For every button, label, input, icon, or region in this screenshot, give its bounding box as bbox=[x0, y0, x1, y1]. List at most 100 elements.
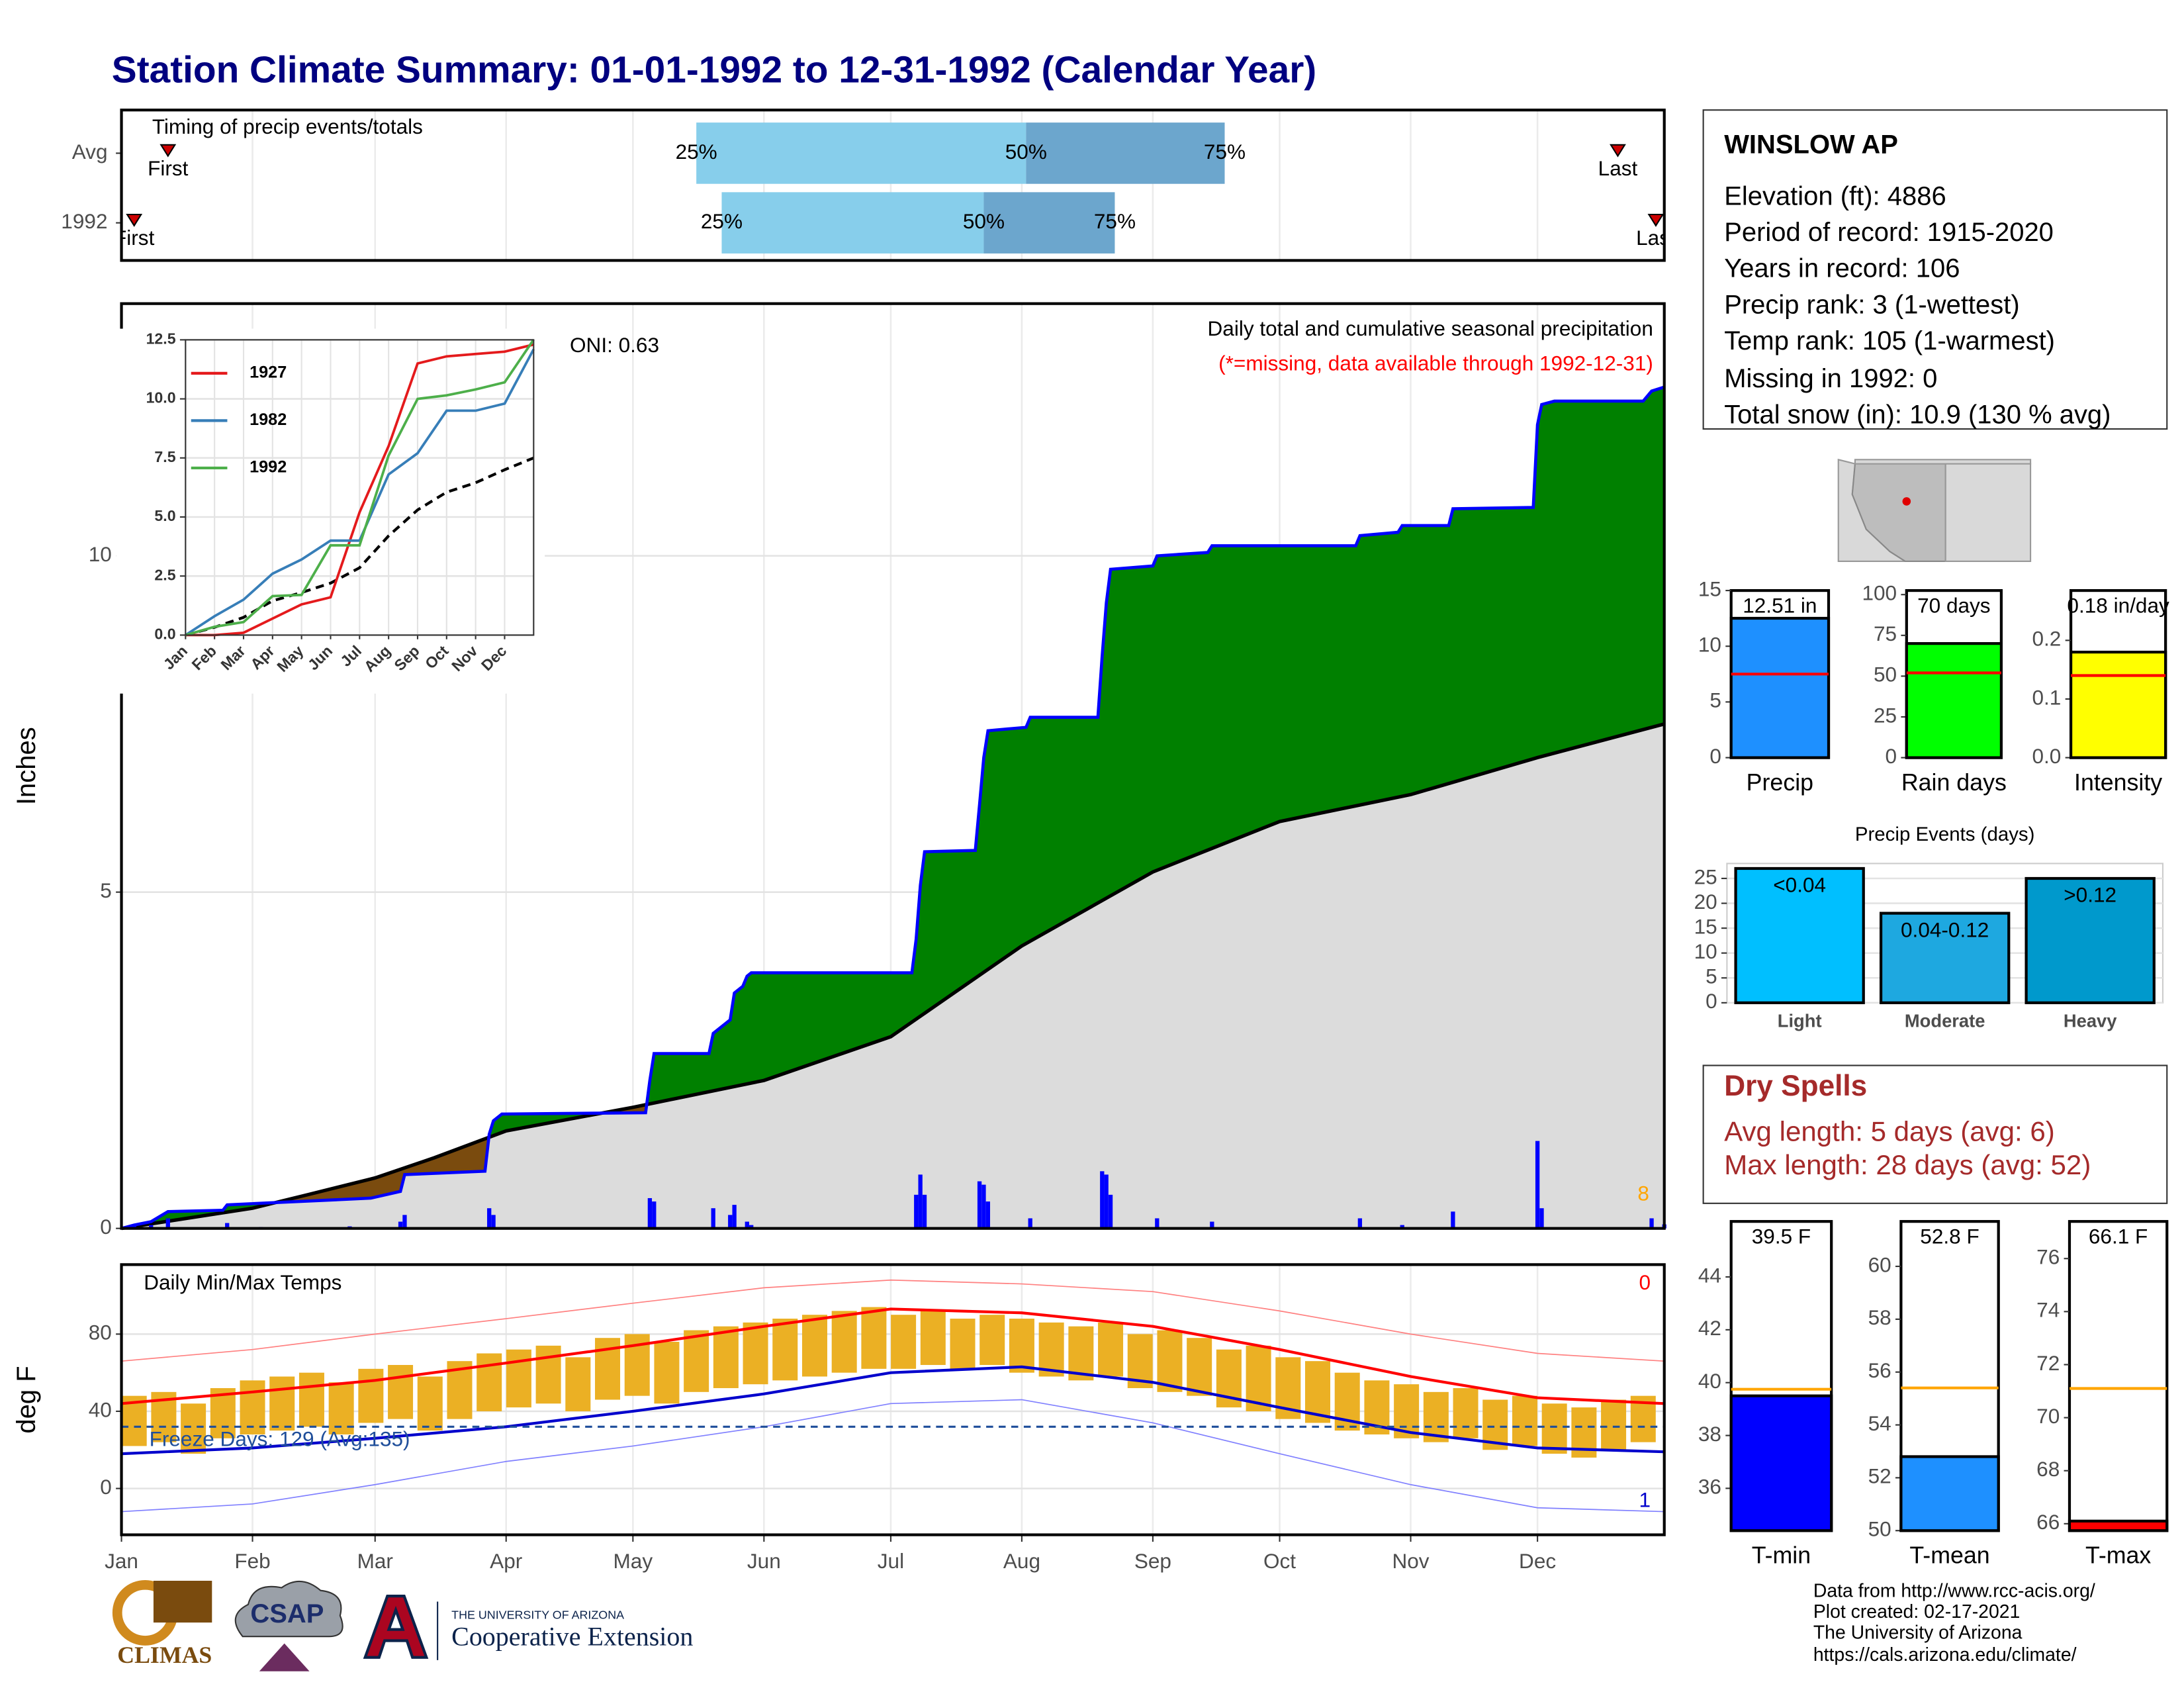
chart-title: Precip Events (days) bbox=[1855, 823, 2035, 845]
temperature-range-bar bbox=[535, 1345, 561, 1404]
y-tick-label: 0 bbox=[100, 1475, 112, 1499]
temperature-range-bar bbox=[1009, 1319, 1034, 1373]
timing-label: 75% bbox=[1204, 140, 1246, 164]
daily-precip-bar bbox=[1210, 1221, 1214, 1229]
temperature-range-bar bbox=[654, 1342, 680, 1404]
temperature-range-bar bbox=[1453, 1387, 1479, 1438]
y-tick-label: 75 bbox=[1874, 622, 1897, 645]
y-tick-label: 0 bbox=[1886, 744, 1897, 768]
value-label: 12.51 in bbox=[1743, 594, 1817, 618]
timing-marker bbox=[1610, 144, 1626, 158]
y-tick-label: Avg bbox=[72, 140, 108, 164]
csap-text: CSAP bbox=[250, 1599, 324, 1628]
station-line: Elevation (ft): 4886 bbox=[1724, 181, 1946, 211]
daily-precip-bar bbox=[914, 1194, 919, 1229]
chart-title: Daily total and cumulative seasonal prec… bbox=[1208, 316, 1653, 340]
station-line: Total snow (in): 10.9 (130 % avg) bbox=[1724, 400, 2111, 430]
y-tick-label: 76 bbox=[2036, 1245, 2060, 1269]
daily-precip-bar bbox=[749, 1225, 754, 1229]
bar bbox=[1729, 1394, 1833, 1532]
ua-logo bbox=[363, 1595, 429, 1659]
y-tick-label: 52 bbox=[1868, 1464, 1891, 1488]
daily-precip-bar bbox=[1104, 1174, 1109, 1229]
extension-text: Cooperative Extension bbox=[451, 1622, 693, 1652]
dry-spells-box: Dry Spells Avg length: 5 days (avg: 6) M… bbox=[1702, 1064, 2168, 1204]
footer-line: Data from http://www.rcc-acis.org/ bbox=[1813, 1580, 2095, 1601]
x-tick-label: Jul bbox=[878, 1549, 904, 1573]
average-fill bbox=[121, 724, 1664, 1229]
timing-marker bbox=[1647, 213, 1664, 227]
y-tick-label: 44 bbox=[1698, 1263, 1721, 1287]
y-axis-label: Inches bbox=[12, 727, 41, 805]
daily-precip-bar bbox=[149, 1225, 154, 1229]
bar bbox=[2068, 1519, 2169, 1532]
timing-label: 50% bbox=[1005, 140, 1047, 164]
y-tick-label: 15 bbox=[1698, 577, 1721, 600]
y-tick-label: 0 bbox=[1709, 744, 1721, 768]
y-tick-label: 25 bbox=[1694, 865, 1717, 888]
daily-precip-bar bbox=[922, 1194, 927, 1229]
y-tick-label: 5 bbox=[1706, 964, 1717, 988]
bar bbox=[1879, 912, 2011, 1004]
temperature-range-bar bbox=[181, 1403, 206, 1454]
bar bbox=[1899, 1455, 2000, 1532]
x-tick-label: Nov bbox=[1392, 1549, 1429, 1573]
y-tick-label: 36 bbox=[1698, 1475, 1721, 1499]
y-tick-label: 72 bbox=[2036, 1351, 2060, 1375]
y-tick-label: 42 bbox=[1698, 1316, 1721, 1340]
timing-plot: Timing of precip events/totals First 25% 50… bbox=[114, 110, 1664, 261]
daily-precip-bar bbox=[652, 1201, 657, 1229]
legend-label: 1992 bbox=[250, 458, 287, 477]
value-label: 0.04-0.12 bbox=[1901, 917, 1989, 941]
normal-max-line bbox=[121, 1307, 1664, 1405]
y-tick-label: 10 bbox=[1698, 633, 1721, 657]
temperature-range-bar bbox=[298, 1372, 324, 1427]
corner-note: 8 bbox=[1637, 1182, 1649, 1205]
timing-marker bbox=[126, 213, 143, 227]
temperature-range-bar bbox=[388, 1365, 414, 1419]
panel-title: Daily Min/Max Temps bbox=[144, 1270, 341, 1294]
y-tick-label: 5 bbox=[100, 878, 112, 902]
temperature-range-bar bbox=[861, 1307, 887, 1369]
timing-label: First bbox=[148, 156, 189, 180]
temperature-range-bar bbox=[684, 1330, 709, 1392]
timing-label: Last bbox=[1598, 156, 1638, 180]
bar bbox=[2025, 876, 2156, 1004]
temperature-range-bar bbox=[477, 1353, 502, 1411]
page-title: Station Climate Summary: 01-01-1992 to 1… bbox=[112, 49, 1316, 91]
station-line: Years in record: 106 bbox=[1724, 254, 1960, 283]
bar bbox=[1905, 642, 2003, 759]
temperature-range-bar bbox=[743, 1322, 768, 1385]
station-name: WINSLOW AP bbox=[1724, 130, 1898, 159]
x-tick-label: Jan bbox=[105, 1549, 138, 1573]
timing-marker bbox=[159, 144, 177, 158]
daily-precip-bar bbox=[1357, 1218, 1363, 1229]
y-tick-label: 56 bbox=[1868, 1358, 1891, 1382]
timing-label: First bbox=[114, 226, 155, 250]
daily-precip-bar bbox=[225, 1223, 230, 1229]
daily-precip-bar bbox=[491, 1215, 496, 1229]
chart-subtitle: (*=missing, data available through 1992-… bbox=[1218, 352, 1653, 375]
footer: Data from http://www.rcc-acis.org/ Plot … bbox=[1813, 1580, 2095, 1665]
daily-precip-bar bbox=[745, 1221, 749, 1229]
legend-label: 1927 bbox=[250, 363, 287, 382]
temperature-range-bar bbox=[1601, 1399, 1627, 1450]
record-high-line bbox=[121, 1279, 1664, 1362]
value-label: >0.12 bbox=[2064, 883, 2116, 907]
value-label: 39.5 F bbox=[1752, 1225, 1811, 1248]
daily-precip-bar bbox=[1451, 1211, 1455, 1229]
series-line bbox=[185, 348, 535, 636]
annotation: ONI: 0.63 bbox=[570, 333, 659, 357]
daily-precip-bar bbox=[981, 1184, 986, 1229]
y-tick-label: 0.0 bbox=[154, 626, 175, 643]
y-tick-label: 10 bbox=[89, 542, 112, 566]
y-tick-label: 40 bbox=[89, 1397, 112, 1421]
y-tick-label: 15 bbox=[1694, 914, 1717, 938]
university-text: THE UNIVERSITY OF ARIZONA bbox=[451, 1608, 624, 1621]
csap-mountain bbox=[259, 1643, 310, 1671]
temperature-range-bar bbox=[1098, 1322, 1124, 1377]
dry-spells-title: Dry Spells bbox=[1724, 1070, 1867, 1102]
station-frame bbox=[1702, 109, 2168, 430]
footer-line: https://cals.arizona.edu/climate/ bbox=[1813, 1644, 2077, 1665]
y-tick-label: 66 bbox=[2036, 1510, 2060, 1534]
